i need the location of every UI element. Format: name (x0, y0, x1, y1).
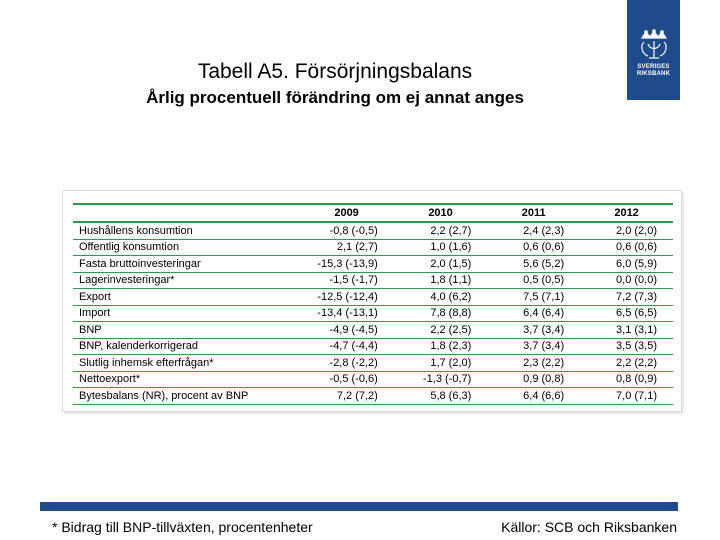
cell-value: -1,5 (-1,7) (299, 272, 394, 289)
table-row: Export -12,5 (-12,4) 4,0 (6,2) 7,5 (7,1)… (73, 288, 673, 306)
cell-value: -4,9 (-4,5) (299, 321, 394, 339)
cell-value: 0,0 (0,0) (580, 272, 673, 289)
cell-value: 2,1 (2,7) (299, 239, 394, 256)
cell-value: -0,8 (-0,5) (299, 222, 394, 240)
cell-value: 6,0 (5,9) (580, 255, 673, 273)
row-label: Hushållens konsumtion (73, 222, 300, 240)
logo-line-1: SVERIGES (637, 64, 670, 70)
riksbank-crown-crest-icon (640, 29, 667, 59)
cell-value: 3,7 (3,4) (487, 338, 581, 355)
cell-value: -0,5 (-0,6) (299, 371, 394, 388)
cell-value: 2,0 (2,0) (580, 222, 673, 240)
cell-value: 2,3 (2,2) (487, 354, 581, 372)
logo-line-2: RIKSBANK (636, 71, 671, 77)
table-row: Lagerinvesteringar* -1,5 (-1,7) 1,8 (1,1… (73, 272, 673, 289)
page-subtitle: Årlig procentuell förändring om ej annat… (146, 88, 524, 107)
table-row: Fasta bruttoinvesteringar -15,3 (-13,9) … (73, 255, 673, 273)
table-row: Nettoexport* -0,5 (-0,6) -1,3 (-0,7) 0,9… (73, 371, 673, 388)
supply-balance-table: 2009 2010 2011 2012 Hushållens konsumtio… (73, 203, 673, 405)
table-row: BNP, kalenderkorrigerad -4,7 (-4,4) 1,8 … (73, 338, 673, 355)
row-label: Slutlig inhemsk efterfrågan* (73, 354, 300, 372)
cell-value: 7,0 (7,1) (580, 387, 673, 405)
table-row: Hushållens konsumtion -0,8 (-0,5) 2,2 (2… (73, 222, 673, 240)
cell-value: -4,7 (-4,4) (299, 338, 394, 355)
cell-value: 1,0 (1,6) (393, 239, 488, 256)
cell-value: 0,9 (0,8) (487, 371, 581, 388)
row-label: Fasta bruttoinvesteringar (73, 255, 300, 273)
column-header-2011: 2011 (487, 203, 581, 223)
cell-value: 4,0 (6,2) (393, 288, 488, 306)
row-label: Lagerinvesteringar* (73, 272, 300, 289)
cell-value: 0,6 (0,6) (487, 239, 581, 256)
cell-value: 3,1 (3,1) (580, 321, 673, 339)
cell-value: 7,2 (7,2) (299, 387, 394, 405)
cell-value: 7,8 (8,8) (393, 305, 488, 322)
cell-value: 6,4 (6,6) (487, 387, 581, 405)
footer-bar (40, 502, 678, 511)
row-label: BNP, kalenderkorrigerad (73, 338, 300, 355)
cell-value: 2,2 (2,5) (393, 321, 488, 339)
footnote: * Bidrag till BNP-tillväxten, procentenh… (52, 519, 313, 535)
table-row: BNP -4,9 (-4,5) 2,2 (2,5) 3,7 (3,4) 3,1 … (73, 321, 673, 339)
row-label: Import (73, 305, 300, 322)
cell-value: 6,4 (6,4) (487, 305, 581, 322)
column-header-2010: 2010 (393, 203, 488, 223)
column-header-2009: 2009 (299, 203, 394, 223)
table-row: Slutlig inhemsk efterfrågan* -2,8 (-2,2)… (73, 354, 673, 372)
table-header-row: 2009 2010 2011 2012 (73, 203, 673, 223)
sources-note: Källor: SCB och Riksbanken (501, 519, 677, 535)
column-header-label (73, 203, 300, 223)
table-row: Bytesbalans (NR), procent av BNP 7,2 (7,… (73, 387, 673, 405)
cell-value: 5,6 (5,2) (487, 255, 581, 273)
cell-value: -1,3 (-0,7) (393, 371, 488, 388)
cell-value: 2,0 (1,5) (393, 255, 488, 273)
table-row: Import -13,4 (-13,1) 7,8 (8,8) 6,4 (6,4)… (73, 305, 673, 322)
cell-value: 0,6 (0,6) (580, 239, 673, 256)
row-label: Bytesbalans (NR), procent av BNP (73, 387, 300, 405)
row-label: Export (73, 288, 300, 306)
cell-value: 5,8 (6,3) (393, 387, 488, 405)
cell-value: 2,2 (2,7) (393, 222, 488, 240)
cell-value: 0,8 (0,9) (580, 371, 673, 388)
cell-value: 1,7 (2,0) (393, 354, 488, 372)
cell-value: 1,8 (2,3) (393, 338, 488, 355)
cell-value: 1,8 (1,1) (393, 272, 488, 289)
riksbank-logo: SVERIGES RIKSBANK (627, 0, 680, 100)
cell-value: 3,5 (3,5) (580, 338, 673, 355)
cell-value: -2,8 (-2,2) (299, 354, 394, 372)
row-label: BNP (73, 321, 300, 339)
cell-value: -13,4 (-13,1) (299, 305, 394, 322)
cell-value: 6,5 (6,5) (580, 305, 673, 322)
cell-value: 2,4 (2,3) (487, 222, 581, 240)
table-panel: 2009 2010 2011 2012 Hushållens konsumtio… (62, 190, 682, 412)
cell-value: -12,5 (-12,4) (299, 288, 394, 306)
cell-value: -15,3 (-13,9) (299, 255, 394, 273)
page-title: Tabell A5. Försörjningsbalans (197, 60, 473, 83)
cell-value: 0,5 (0,5) (487, 272, 581, 289)
cell-value: 7,2 (7,3) (580, 288, 673, 306)
cell-value: 3,7 (3,4) (487, 321, 581, 339)
row-label: Offentlig konsumtion (73, 239, 300, 256)
cell-value: 2,2 (2,2) (580, 354, 673, 372)
column-header-2012: 2012 (580, 203, 673, 223)
logo-text: SVERIGES RIKSBANK (637, 64, 670, 78)
cell-value: 7,5 (7,1) (487, 288, 581, 306)
table-row: Offentlig konsumtion 2,1 (2,7) 1,0 (1,6)… (73, 239, 673, 256)
row-label: Nettoexport* (73, 371, 300, 388)
